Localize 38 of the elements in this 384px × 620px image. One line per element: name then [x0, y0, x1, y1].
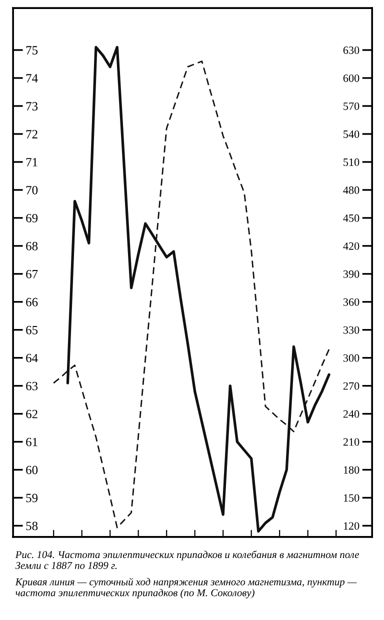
y-tick-label: 59 [26, 494, 38, 502]
y2-tick-label: 450 [343, 214, 360, 222]
y-tick-label: 58 [26, 522, 38, 530]
y2-tick-label: 480 [343, 186, 360, 194]
y2-tick-label: 210 [343, 438, 360, 446]
text: Кривая линия — суточный ход напряжения земного магнетизма, пунктир — частота эпилептических припадков (по М. Соколову) [15, 578, 357, 598]
y2-tick-label: 300 [343, 354, 360, 362]
y2-tick-label: 390 [343, 270, 360, 278]
y-tick-label: 63 [26, 382, 38, 390]
y2-tick-label: 270 [343, 382, 360, 390]
y2-tick-label: 510 [344, 158, 360, 166]
y-tick-label: 67 [26, 270, 38, 278]
y-tick-label: 75 [26, 46, 38, 54]
y2-tick-label: 180 [344, 466, 360, 474]
y2-tick-label: 540 [344, 130, 360, 138]
y-tick-label: 71 [26, 158, 38, 166]
y-tick-label: 66 [26, 298, 38, 306]
y-tick-label: 65 [26, 326, 38, 334]
y-tick-label: 69 [26, 214, 38, 222]
y2-tick-label: 600 [343, 74, 360, 82]
y2-tick-label: 330 [343, 326, 360, 334]
y2-tick-label: 120 [344, 522, 360, 530]
y2-tick-label: 630 [343, 46, 360, 54]
y-tick-label: 73 [26, 102, 38, 110]
y-tick-label: 62 [26, 410, 38, 418]
y-tick-label: 64 [26, 354, 38, 362]
y2-tick-label: 150 [344, 494, 360, 502]
y-tick-label: 72 [26, 130, 38, 138]
y-tick-label: 70 [26, 186, 38, 194]
y-tick-label: 68 [26, 242, 38, 250]
y2-tick-label: 570 [344, 102, 360, 110]
text: Рис. 104. Частота эпилептических припадков и колебания в магнитном поле Земли с 1887 по 1899 г. [15, 550, 360, 570]
y2-tick-label: 360 [343, 298, 360, 306]
y2-tick-label: 240 [343, 410, 360, 418]
y-tick-label: 60 [26, 466, 38, 474]
y-tick-label: 61 [26, 438, 38, 446]
y2-tick-label: 420 [343, 242, 360, 250]
y-tick-label: 74 [26, 74, 38, 82]
